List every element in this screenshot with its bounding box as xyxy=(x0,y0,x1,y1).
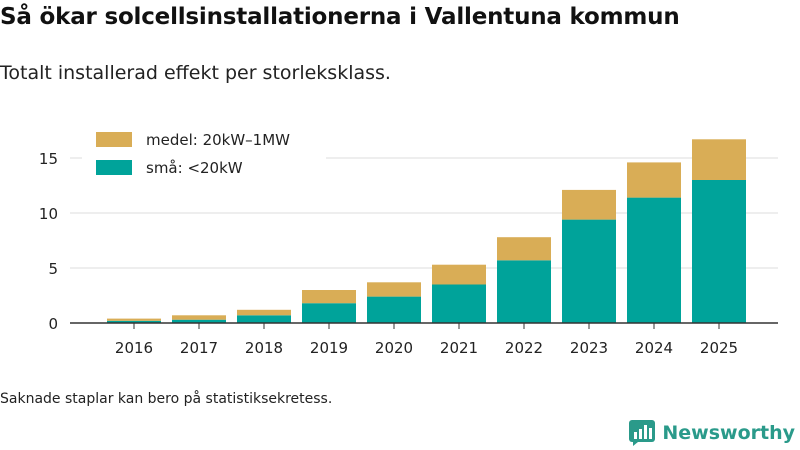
x-tick-label-2016: 2016 xyxy=(115,339,153,357)
x-tick-label-2018: 2018 xyxy=(245,339,283,357)
x-tick-label-2022: 2022 xyxy=(505,339,543,357)
bars xyxy=(107,139,746,323)
bar-medium-2025 xyxy=(692,139,746,180)
y-tick-label-10: 10 xyxy=(39,205,58,223)
bar-medium-2024 xyxy=(627,162,681,198)
bar-medium-2023 xyxy=(562,189,616,220)
bar-small-2019 xyxy=(302,303,356,323)
legend-label-medium: medel: 20kW–1MW xyxy=(146,131,290,149)
legend: medel: 20kW–1MW små: <20kW xyxy=(82,124,326,186)
x-axis-ticks: 2016 2017 2018 2019 2020 2021 2022 2023 2024 2025 xyxy=(115,323,738,357)
bar-small-2017 xyxy=(172,319,226,323)
y-tick-label-5: 5 xyxy=(48,260,58,278)
x-tick-label-2025: 2025 xyxy=(700,339,738,357)
legend-label-small: små: <20kW xyxy=(146,159,243,177)
bar-small-2020 xyxy=(367,296,421,323)
bar-small-2022 xyxy=(497,260,551,323)
x-tick-label-2024: 2024 xyxy=(635,339,673,357)
legend-swatch-small xyxy=(96,160,132,175)
footnote: Saknade staplar kan bero på statistiksek… xyxy=(0,391,333,407)
y-tick-label-15: 15 xyxy=(39,150,58,168)
chart-title: Så ökar solcellsinstallationerna i Valle… xyxy=(0,4,680,30)
bar-medium-2022 xyxy=(497,237,551,261)
bar-medium-2020 xyxy=(367,282,421,297)
x-tick-label-2023: 2023 xyxy=(570,339,608,357)
brand-name: Newsworthy xyxy=(662,422,795,444)
bar-medium-2016 xyxy=(107,318,161,321)
newsworthy-logo-icon xyxy=(629,420,656,446)
legend-swatch-medium xyxy=(96,132,132,147)
bar-small-2016 xyxy=(107,320,161,323)
y-axis-ticks: 0 5 10 15 xyxy=(39,150,58,333)
x-tick-label-2017: 2017 xyxy=(180,339,218,357)
bar-small-2021 xyxy=(432,284,486,323)
bar-small-2018 xyxy=(237,315,291,323)
x-tick-label-2020: 2020 xyxy=(375,339,413,357)
x-tick-label-2019: 2019 xyxy=(310,339,348,357)
bar-small-2023 xyxy=(562,219,616,323)
bar-small-2024 xyxy=(627,197,681,323)
bar-medium-2018 xyxy=(237,309,291,316)
bar-medium-2021 xyxy=(432,264,486,285)
x-tick-label-2021: 2021 xyxy=(440,339,478,357)
bar-medium-2017 xyxy=(172,315,226,320)
bar-small-2025 xyxy=(692,180,746,323)
bar-medium-2019 xyxy=(302,290,356,304)
y-tick-label-0: 0 xyxy=(48,315,58,333)
brand-logo[interactable]: Newsworthy xyxy=(629,420,795,446)
chart-subtitle: Totalt installerad effekt per storlekskl… xyxy=(0,62,391,84)
